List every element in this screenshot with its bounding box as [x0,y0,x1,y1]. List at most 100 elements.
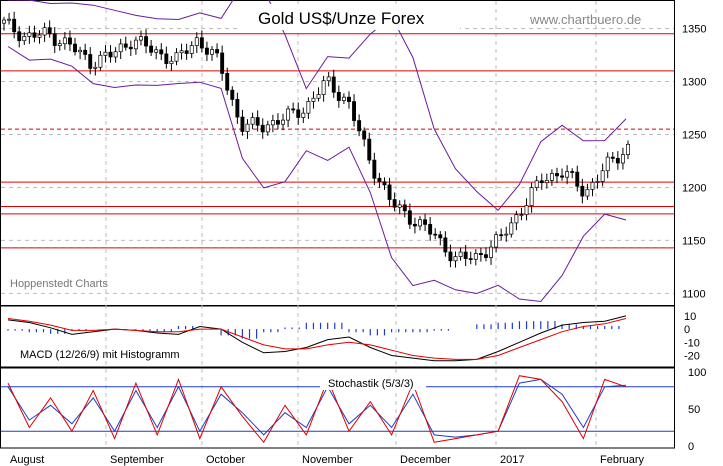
candle-body [539,180,544,184]
candle-body [626,143,630,155]
candle-body [367,138,372,161]
candle-body [372,159,377,179]
candle-body [88,54,93,69]
candle-body [265,124,270,133]
candle-body [230,89,235,100]
candle-body [174,52,179,62]
candle-body [316,94,321,99]
candle-body [57,43,62,46]
candle-body [311,97,316,102]
candle-body [336,91,341,101]
candle-body [210,49,214,55]
candle-body [362,130,367,140]
candle-body [549,173,554,181]
candle-body [47,27,52,35]
x-axis-labels: August September October November December 20… [10,454,645,466]
candle-body [605,156,610,172]
macd-indicator [7,315,627,362]
y-tick-label: 1300 [682,76,706,88]
candle-body [204,47,209,55]
candle-body [255,117,260,126]
candle-body [286,108,291,121]
candle-body [27,32,32,37]
candle-body [534,180,539,188]
y-tick-label: 1150 [682,235,706,247]
candle-body [62,37,67,45]
candle-body [98,54,103,68]
y-tick-label: 1200 [682,182,706,194]
candle-body [159,49,164,55]
candle-body [225,73,230,91]
macd-tick-label: -10 [684,337,700,349]
y-tick-label: 1100 [682,288,706,300]
candle-body [514,214,519,224]
candle-body [357,120,362,132]
x-tick-label: November [302,454,353,466]
candle-body [281,119,285,125]
candle-body [418,219,422,227]
x-tick-label: August [10,454,44,466]
candle-body [2,19,6,24]
candle-body [453,256,458,262]
chart-title: Gold US$/Unze Forex [258,9,425,28]
stoch-tick-label: 0 [688,441,694,453]
source-note: Hoppenstedt Charts [10,278,108,290]
candle-body [32,32,37,38]
candle-body [600,170,605,182]
candle-body [484,254,488,258]
candle-body [78,49,83,53]
candle-body [93,66,98,69]
candle-body [17,31,22,42]
candle-body [620,154,625,164]
candle-body [428,224,433,235]
candle-body [347,96,351,102]
candle-body [118,43,123,53]
candle-body [580,185,585,197]
candle-body [215,49,220,54]
candle-body [128,46,133,50]
candle-body [260,124,265,133]
bollinger-lower [7,46,627,303]
candle-body [458,251,463,257]
x-tick-label: September [110,454,164,466]
candle-body [133,39,138,50]
stoch-title-backdrop [320,376,426,390]
candle-body [68,37,72,45]
x-tick-label: October [206,454,245,466]
y-tick-label: 1350 [682,23,706,35]
macd-tick-label: 0 [684,324,690,336]
stoch-panel-frame [0,367,675,449]
candle-body [489,246,493,258]
candle-body [397,204,402,208]
candle-body [509,222,514,235]
candle-body [352,101,356,121]
candle-body [245,123,250,132]
candle-body [443,237,448,253]
candle-body [184,50,189,54]
bollinger-upper [7,0,627,212]
candle-body [585,189,590,197]
candle-body [555,173,559,177]
candle-body [448,251,453,262]
title-backdrop [240,4,460,30]
candle-body [149,45,154,53]
x-tick-label: December [400,454,451,466]
candle-body [590,182,595,190]
source-site: www.chartbuero.de [529,12,641,27]
candle-body [83,49,88,55]
candle-body [306,101,311,114]
candle-body [473,253,478,260]
candle-body [291,108,296,111]
candle-body [407,210,412,225]
candle-body [164,53,169,64]
candle-body [199,37,204,49]
candle-body [73,43,77,53]
candle-body [478,253,483,256]
candle-body [615,158,620,164]
candle-body [382,181,387,186]
candle-body [103,51,108,56]
candle-body [154,49,159,53]
resistance-levels [1,33,674,249]
candle-body [22,36,27,42]
